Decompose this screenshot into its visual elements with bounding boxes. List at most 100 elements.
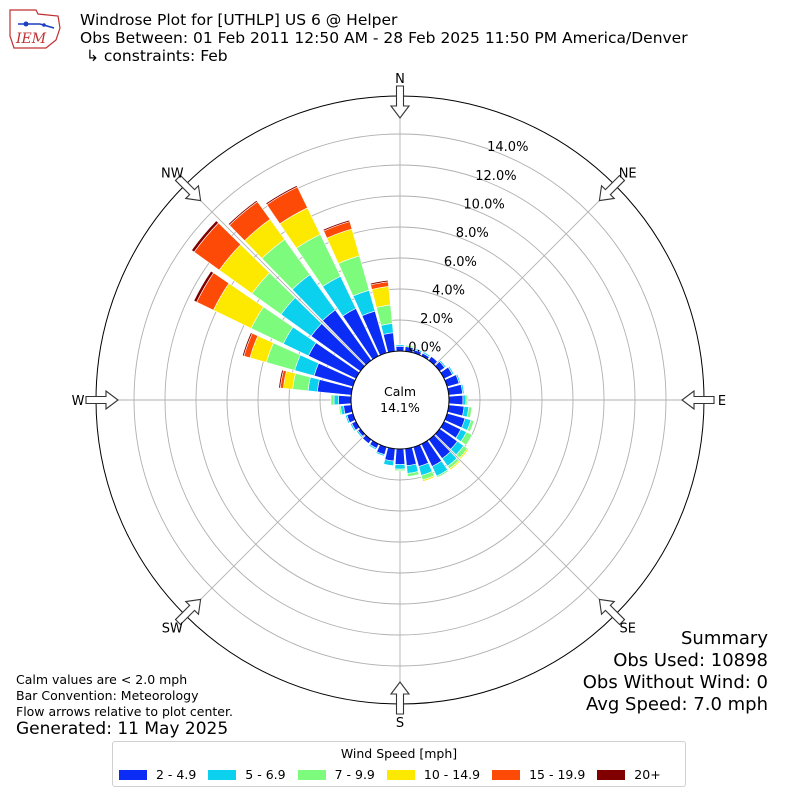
direction-label-W: W [72,394,85,409]
radial-tick-label: 12.0% [475,169,516,184]
direction-label-SE: SE [619,622,635,637]
direction-label-E: E [718,394,726,409]
legend-label: 15 - 19.9 [529,767,586,782]
bar-300-bin-5 [193,270,214,303]
bar-150-bin-2 [436,469,449,479]
chart-title: Windrose Plot for [UTHLP] US 6 @ Helper [80,11,398,29]
direction-label-SW: SW [162,622,183,637]
grid-ring-12 [164,164,636,636]
grid-ring-4 [288,288,512,512]
bar-140-bin-3 [448,460,461,471]
radial-tick-label: 8.0% [456,226,489,241]
bar-50-bin-1 [439,359,447,369]
bar-0-bin-1 [395,344,405,347]
bar-120-bin-2 [460,431,473,446]
grid-ring-8 [226,226,574,574]
legend: Wind Speed [mph] 2 - 4.9 5 - 6.9 7 - 9.9 10… [112,741,686,787]
flow-arrow-shape [598,174,626,202]
radial-tick-label: 10.0% [463,198,504,213]
grid-ring-6 [257,257,543,543]
bar-230-bin-1 [356,429,364,438]
legend-swatch [297,769,326,780]
bar-70-bin-1 [455,373,461,384]
radial-tick-label: 2.0% [420,312,453,327]
grid-ring-14 [133,133,667,667]
legend-swatch [119,769,147,780]
legend-entry: 20+ [597,767,661,782]
flow-arrow-shape [174,598,202,626]
grid-ring-10 [195,195,605,605]
direction-label-NE: NE [619,166,637,181]
legend-label: 20+ [634,767,661,782]
iem-logo: IEM [9,9,61,49]
flow-arrow-shape [681,389,715,411]
bar-280-bin-5 [278,369,284,389]
bar-190-bin-1 [383,459,395,467]
direction-label-NW: NW [161,166,184,181]
grid-spoke-NE [434,184,616,366]
grid-ring-2 [319,319,481,481]
grid-spoke-SE [434,434,616,616]
flow-arrow-SW [174,598,202,626]
bar-60-bin-1 [447,365,455,376]
constraints-text: ↳ constraints: Feb [86,47,228,65]
flow-arrow-shape [85,389,119,411]
legend-label: 10 - 14.9 [423,767,481,782]
generated-date: Generated: 11 May 2025 [16,719,229,739]
bar-90-bin-1 [462,394,467,406]
flow-arrow-shape [598,598,626,626]
legend-entry: 5 - 6.9 [208,767,286,782]
legend-entry: 15 - 19.9 [492,767,585,782]
bar-310-bin-5 [191,220,219,253]
bar-180-bin-2 [394,468,406,471]
bar-270-bin-0 [338,395,352,405]
bar-160-bin-3 [422,475,436,482]
bar-100-bin-2 [466,406,473,419]
legend-swatch [597,769,626,780]
bar-280-bin-2 [292,372,311,392]
obs-between: Obs Between: 01 Feb 2011 12:50 AM - 28 F… [80,29,688,47]
legend-label: 2 - 4.9 [156,767,197,782]
bar-350-bin-3 [371,286,391,308]
legend-label: 5 - 6.9 [245,767,286,782]
legend-swatch [208,769,237,780]
legend-entry: 2 - 4.9 [119,767,196,782]
bar-180-bin-0 [394,448,406,465]
flow-arrow-SE [598,598,626,626]
legend-title: Wind Speed [mph] [340,746,458,761]
summary-avg-speed: Avg Speed: 7.0 mph [586,694,768,715]
calm-circle [350,350,450,450]
flow-arrow-shape [174,174,202,202]
legend-swatch [386,769,415,780]
bar-130-bin-3 [459,448,470,460]
legend-entry: 7 - 9.9 [297,767,375,782]
bar-0-bin-0 [395,346,405,352]
flow-arrow-NE [598,174,626,202]
bar-110-bin-2 [466,419,475,433]
flow-arrow-W [85,389,119,411]
radial-tick-label: 0.0% [408,341,441,356]
summary-heading: Summary [681,628,768,649]
flow-arrow-NW [174,174,202,202]
bar-270-bin-2 [330,394,335,406]
flow-arrow-S [389,681,411,715]
bar-270-bin-1 [333,394,340,406]
bar-180-bin-1 [394,463,406,470]
calm-label: Calm [384,384,416,399]
legend-items: 2 - 4.9 5 - 6.9 7 - 9.9 10 - 14.9 15 - 19.9 2… [119,767,685,782]
bar-convention-note: Bar Convention: Meteorology [16,688,199,703]
bar-20-bin-1 [413,347,423,353]
flow-arrow-shape [389,681,411,715]
flow-arrows [85,85,715,715]
radial-tick-label: 4.0% [432,283,465,298]
bar-90-bin-0 [448,394,464,406]
bar-320-bin-5 [227,199,258,226]
polar-grid [95,95,705,705]
axis-labels: 0.0% 2.0% 4.0% 6.0% 8.0% 10.0% 12.0% 14.0% N NE E S… [72,72,727,731]
flow-arrow-N [389,85,411,119]
bar-340-bin-5 [322,219,351,232]
bar-330-bin-5 [265,185,298,206]
flow-arrows-note: Flow arrows relative to plot center. [16,704,233,719]
grid-spoke-NW [184,184,366,366]
bar-290-bin-5 [242,332,253,357]
